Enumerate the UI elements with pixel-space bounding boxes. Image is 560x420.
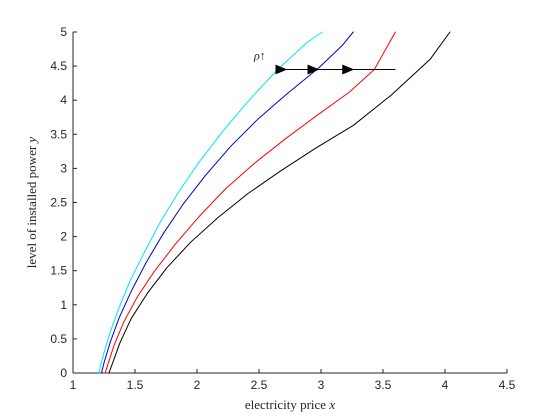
x-tick-label: 2 [194, 378, 201, 392]
annotation-label: ρ↑ [253, 48, 266, 62]
y-tick-label: 1 [60, 298, 67, 312]
y-tick-label: 0 [60, 366, 67, 380]
series-line-4 [108, 31, 451, 374]
y-tick-label: 2 [60, 230, 67, 244]
y-tick-label: 0.5 [50, 332, 67, 346]
y-axis-title: level of installed power y [24, 137, 39, 269]
series-line-3 [104, 31, 396, 374]
y-tick-label: 4.5 [50, 59, 67, 73]
x-tick-label: 3.5 [375, 378, 392, 392]
series-layer [98, 31, 451, 374]
y-tick-label: 2.5 [50, 196, 67, 210]
y-tick-label: 3 [60, 161, 67, 175]
annotation-layer: ρ↑ [253, 48, 396, 75]
x-tick-label: 1.5 [127, 378, 144, 392]
tick-layer: 1 1.5 2 2.5 3 3.5 4 4.5 0 0.5 1 1.5 2 2.5 3 3.5 4 4.5 5 [50, 25, 515, 392]
x-tick-label: 4.5 [499, 378, 516, 392]
plot-background [73, 32, 507, 373]
x-axis-title: electricity price x [245, 397, 335, 412]
y-tick-label: 3.5 [50, 127, 67, 141]
x-tick-label: 3 [318, 378, 325, 392]
plot-area [72, 32, 507, 374]
series-line-1 [98, 31, 323, 374]
x-tick-label: 4 [442, 378, 449, 392]
y-tick-label: 4 [60, 93, 67, 107]
x-tick-label: 2.5 [251, 378, 268, 392]
y-tick-label: 1.5 [50, 264, 67, 278]
series-line-2 [101, 31, 354, 374]
y-tick-label: 5 [60, 25, 67, 39]
x-tick-label: 1 [70, 378, 77, 392]
axis-title-layer: electricity price x level of installed po… [24, 137, 335, 412]
